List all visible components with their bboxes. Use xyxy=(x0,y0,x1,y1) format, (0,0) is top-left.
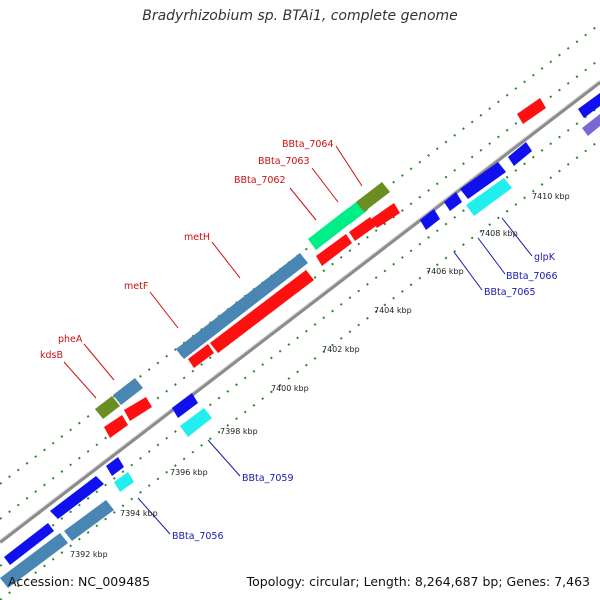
inner-tick-row-reverse xyxy=(0,105,600,567)
tick-label-7394: 7394 kbp xyxy=(120,509,158,518)
genome-backbone xyxy=(0,80,600,544)
cds-BBta_7064[interactable] xyxy=(356,182,390,212)
gene-label-pheA[interactable]: pheA xyxy=(58,334,83,345)
scale-tick-labels: 7392 kbp 7394 kbp 7396 kbp 7398 kbp 7400… xyxy=(70,192,570,559)
gene-label-BBta_7066[interactable]: BBta_7066 xyxy=(506,271,558,282)
gene-label-BBta_7056[interactable]: BBta_7056 xyxy=(172,531,224,542)
cds-pheA[interactable] xyxy=(113,378,143,405)
cds-reverse-inner-3[interactable] xyxy=(106,457,124,476)
cds-reverse-inner-top-1[interactable] xyxy=(578,93,600,118)
tick-label-7402: 7402 kbp xyxy=(322,345,360,354)
genome-backbone-highlight xyxy=(0,79,600,541)
gene-label-metF[interactable]: metF xyxy=(124,281,148,292)
gene-label-BBta_7059[interactable]: BBta_7059 xyxy=(242,473,294,484)
cds-forward-outer-top[interactable] xyxy=(517,98,546,124)
cds-BBta_7062[interactable] xyxy=(308,208,356,250)
cds-BBta_7059[interactable] xyxy=(180,408,212,437)
gene-label-BBta_7064[interactable]: BBta_7064 xyxy=(282,139,334,150)
cds-forward-inner-6[interactable] xyxy=(349,217,376,241)
gene-label-kdsB[interactable]: kdsB xyxy=(40,350,63,361)
map-title: Bradyrhizobium sp. BTAi1, complete genom… xyxy=(142,8,458,24)
tick-label-7408: 7408 kbp xyxy=(480,229,518,238)
cds-forward-inner-3[interactable] xyxy=(188,344,214,368)
cds-forward-inner-4[interactable] xyxy=(210,270,314,353)
reverse-gene-labels: BBta_7059 BBta_7056 BBta_7065 BBta_7066 … xyxy=(172,252,558,542)
forward-gene-labels: BBta_7064 BBta_7063 BBta_7062 metH metF … xyxy=(40,139,334,361)
outer-tick-row-reverse xyxy=(0,139,600,600)
genome-summary-text: Topology: circular; Length: 8,264,687 bp… xyxy=(246,574,590,589)
tick-label-7400: 7400 kbp xyxy=(271,384,309,393)
cds-reverse-inner-1[interactable] xyxy=(0,533,68,588)
tick-label-7392: 7392 kbp xyxy=(70,550,108,559)
cds-forward-outer-2[interactable] xyxy=(50,476,104,519)
cds-reverse-inner-2[interactable] xyxy=(64,500,114,541)
gene-label-BBta_7062[interactable]: BBta_7062 xyxy=(234,175,286,186)
tick-label-7410: 7410 kbp xyxy=(532,192,570,201)
cds-kdsB[interactable] xyxy=(95,396,120,419)
gene-label-BBta_7065[interactable]: BBta_7065 xyxy=(484,287,536,298)
cds-BBta_7056[interactable] xyxy=(114,472,134,492)
cds-forward-inner-5[interactable] xyxy=(316,234,352,266)
cds-reverse-inner-6[interactable] xyxy=(444,192,462,211)
cds-BBta_7065[interactable] xyxy=(466,178,512,216)
forward-label-leaders xyxy=(63,145,363,399)
gene-label-metH[interactable]: metH xyxy=(184,232,210,243)
reverse-label-leaders xyxy=(137,217,533,535)
cds-forward-inner-2[interactable] xyxy=(124,397,152,421)
tick-label-7406: 7406 kbp xyxy=(426,267,464,276)
cds-forward-inner-1[interactable] xyxy=(104,415,128,438)
cds-reverse-inner-7[interactable] xyxy=(460,162,506,199)
gene-label-BBta_7063[interactable]: BBta_7063 xyxy=(258,156,310,167)
cds-reverse-inner-8[interactable] xyxy=(508,142,532,166)
accession-text: Accession: NC_009485 xyxy=(8,574,151,589)
gene-label-glpK[interactable]: glpK xyxy=(534,252,556,263)
cds-forward-outer-1[interactable] xyxy=(4,523,54,565)
tick-label-7398: 7398 kbp xyxy=(220,427,258,436)
cds-reverse-inner-4[interactable] xyxy=(172,393,198,418)
cds-reverse-inner-top-2[interactable] xyxy=(582,114,600,136)
cds-forward-inner-7[interactable] xyxy=(371,203,400,228)
tick-label-7396: 7396 kbp xyxy=(170,468,208,477)
cds-metH[interactable] xyxy=(176,253,308,359)
tick-label-7404: 7404 kbp xyxy=(374,306,412,315)
cds-reverse-inner-5[interactable] xyxy=(420,209,440,230)
